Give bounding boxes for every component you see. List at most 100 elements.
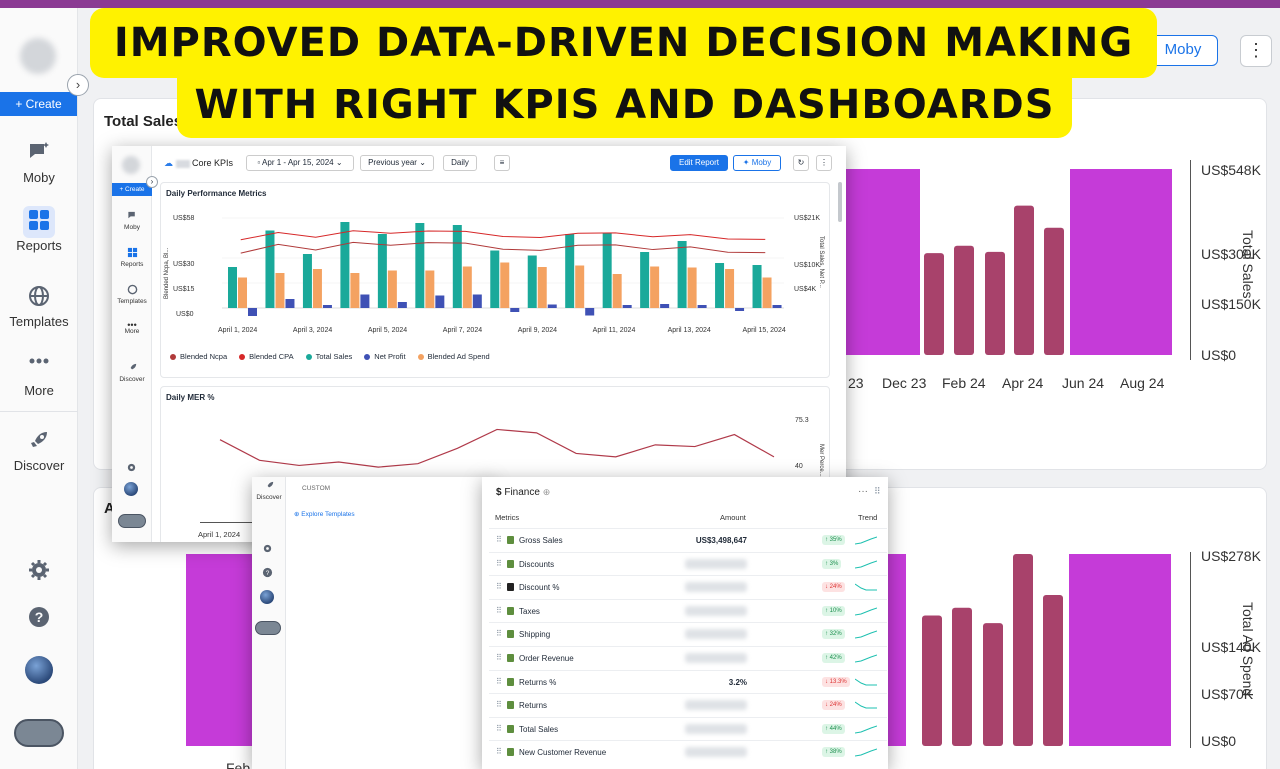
moby-chat-icon — [30, 142, 49, 158]
performance-metrics-chart — [222, 217, 784, 316]
sidebar-item-reports[interactable]: Reports — [112, 247, 152, 268]
chart-bar — [1069, 554, 1171, 746]
drag-handle-icon[interactable]: ⠿ — [496, 605, 502, 615]
shopify-icon — [507, 701, 514, 710]
shopify-icon — [507, 724, 514, 733]
metric-name: Taxes — [519, 606, 540, 616]
sidebar-item-label: More — [124, 328, 140, 335]
x-axis-line — [200, 522, 252, 523]
moby-chat-icon — [127, 211, 135, 219]
drag-handle-icon[interactable]: ⠿ — [496, 582, 502, 592]
table-row[interactable]: ⠿ New Customer Revenue ↑ 38% — [489, 740, 887, 763]
chart-bar — [752, 265, 762, 308]
change-badge: ↓ 13.3% — [822, 676, 850, 687]
drag-handle-icon[interactable]: ⠿ — [874, 486, 881, 496]
help-icon[interactable]: ? — [262, 567, 273, 578]
svg-text:?: ? — [266, 570, 270, 577]
filter-button[interactable]: ≡ — [494, 155, 510, 171]
user-avatar[interactable] — [25, 656, 53, 684]
sidebar-item-label: Discover — [13, 458, 65, 473]
info-icon: ⊕ — [542, 487, 551, 497]
drag-handle-icon[interactable]: ⠿ — [496, 700, 502, 710]
legend-item[interactable]: Blended Ncpa — [170, 352, 227, 361]
sidebar-item-templates[interactable]: Templates — [0, 284, 78, 329]
explore-templates-link[interactable]: ⊕ Explore Templates — [294, 510, 355, 518]
y-tick-right: US$10K — [794, 262, 821, 269]
drag-handle-icon[interactable]: ⠿ — [496, 747, 502, 757]
sidebar-item-discover[interactable]: Discover — [112, 362, 152, 383]
table-row[interactable]: ⠿ Discounts ↑ 3% — [489, 551, 887, 575]
sidebar-item-templates[interactable]: Templates — [112, 284, 152, 305]
theme-toggle[interactable] — [14, 719, 64, 747]
sidebar-item-more[interactable]: ••• More — [112, 321, 152, 336]
theme-toggle[interactable] — [118, 514, 146, 528]
table-row[interactable]: ⠿ Order Revenue ↑ 42% — [489, 646, 887, 669]
scrollbar[interactable] — [838, 182, 842, 222]
settings-icon[interactable] — [262, 543, 273, 554]
series-line — [219, 428, 775, 468]
moby-button[interactable]: ✦ Moby — [733, 155, 781, 171]
help-icon[interactable]: ? — [27, 605, 51, 629]
chart-bar — [265, 230, 275, 308]
user-avatar[interactable] — [124, 482, 138, 496]
legend-dot-icon — [239, 354, 246, 361]
legend-item[interactable]: Blended CPA — [239, 352, 294, 361]
sidebar-item-more[interactable]: More — [0, 353, 78, 398]
sidebar-item-moby[interactable]: Moby — [0, 140, 78, 185]
legend-item[interactable]: Net Profit — [364, 352, 406, 361]
section-label: CUSTOM — [302, 485, 331, 492]
sidebar-collapse-button[interactable]: › — [67, 74, 89, 96]
drag-handle-icon[interactable]: ⠿ — [496, 676, 502, 686]
more-options-button[interactable]: ⋮ — [816, 155, 832, 171]
sidebar-item-discover[interactable]: Discover — [0, 428, 78, 473]
sidebar-item-moby[interactable]: Moby — [112, 210, 152, 231]
table-row[interactable]: ⠿ Total Sales ↑ 44% — [489, 716, 887, 740]
create-button[interactable]: + Create — [0, 92, 77, 116]
change-badge: ↑ 10% — [822, 605, 845, 616]
compare-dropdown[interactable]: Previous year ⌄ — [360, 155, 434, 171]
table-row[interactable]: ⠿ Returns % 3.2% ↓ 13.3% — [489, 669, 887, 693]
date-range-label: Apr 1 - Apr 15, 2024 — [262, 158, 334, 167]
y-tick: US$70K — [1201, 686, 1254, 702]
drag-handle-icon[interactable]: ⠿ — [496, 653, 502, 662]
create-button[interactable]: + Create — [112, 183, 152, 196]
settings-icon[interactable] — [126, 462, 137, 473]
sidebar-item-reports[interactable]: Reports — [0, 206, 78, 253]
legend-dot-icon — [364, 354, 371, 361]
chart-bar — [527, 255, 537, 308]
chart-title: Daily MER % — [166, 393, 215, 402]
globe-icon — [127, 284, 137, 295]
chart-bar — [952, 607, 972, 746]
settings-icon[interactable] — [27, 558, 51, 582]
sidebar-collapse-button[interactable]: › — [146, 176, 158, 188]
sidebar-item-discover[interactable]: Discover — [252, 480, 289, 501]
theme-toggle[interactable] — [255, 621, 281, 635]
date-range-picker[interactable]: ▫ Apr 1 - Apr 15, 2024 ⌄ — [246, 155, 354, 171]
moby-button[interactable]: Moby — [1148, 35, 1218, 66]
x-tick: Apr 24 — [1002, 375, 1044, 391]
edit-report-button[interactable]: Edit Report — [670, 155, 728, 171]
chart-bar — [435, 295, 445, 308]
table-row[interactable]: ⠿ Gross Sales US$3,498,647 ↑ 35% — [489, 528, 887, 551]
redacted-amount — [685, 605, 747, 616]
custom-reports-screenshot: Discover ? CUSTOM ⊕ Explore Templates — [252, 477, 492, 769]
granularity-button[interactable]: Daily — [443, 155, 477, 171]
table-row[interactable]: ⠿ Taxes ↑ 10% — [489, 598, 887, 622]
user-avatar[interactable] — [260, 590, 274, 604]
sparkline — [855, 701, 877, 709]
finance-more-icon[interactable]: ··· — [858, 486, 868, 497]
table-row[interactable]: ⠿ Returns ↓ 24% — [489, 693, 887, 716]
more-options-button[interactable]: ⋮ — [1240, 35, 1272, 67]
redacted-amount — [685, 747, 747, 758]
refresh-button[interactable]: ↻ — [793, 155, 809, 171]
table-row[interactable]: ⠿ Discount % ↓ 24% — [489, 575, 887, 598]
workspace-logo[interactable] — [20, 38, 56, 74]
table-row[interactable]: ⠿ Shipping ↑ 32% — [489, 622, 887, 645]
drag-handle-icon[interactable]: ⠿ — [496, 535, 502, 544]
legend-item[interactable]: Blended Ad Spend — [417, 352, 490, 361]
legend-item[interactable]: Total Sales — [305, 352, 352, 361]
drag-handle-icon[interactable]: ⠿ — [496, 558, 502, 568]
drag-handle-icon[interactable]: ⠿ — [496, 723, 502, 733]
drag-handle-icon[interactable]: ⠿ — [496, 629, 502, 639]
change-badge: ↑ 42% — [822, 653, 845, 663]
